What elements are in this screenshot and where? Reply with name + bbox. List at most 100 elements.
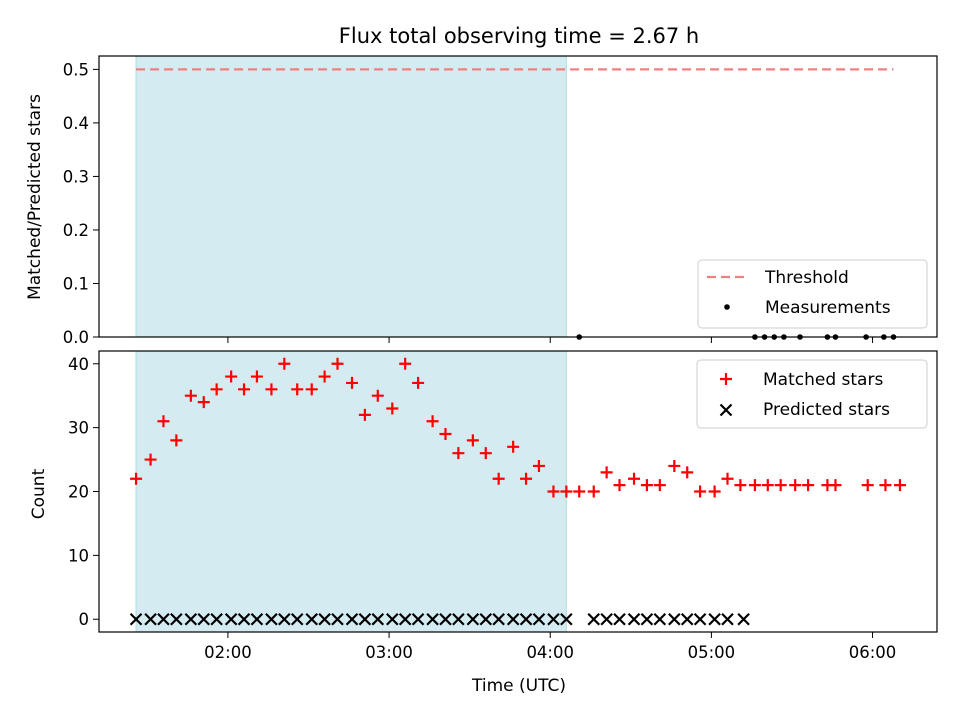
legend-matched-swatch	[720, 373, 732, 385]
matched-star-marker	[761, 479, 774, 492]
predicted-star-marker	[318, 612, 331, 626]
y-tick-label: 0.5	[63, 60, 89, 79]
predicted-star-marker	[331, 612, 344, 626]
x-axis-label: Time (UTC)	[471, 676, 566, 696]
matched-star-marker	[238, 383, 251, 396]
predicted-star-marker	[439, 612, 452, 626]
predicted-star-marker	[184, 612, 198, 626]
matched-star-marker	[371, 389, 384, 402]
predicted-star-marker	[587, 612, 601, 626]
matched-star-marker	[197, 396, 210, 409]
legend-threshold-label: Threshold	[764, 268, 849, 288]
matched-star-marker	[225, 370, 238, 383]
y-tick-label: 40	[68, 355, 89, 374]
predicted-star-marker	[157, 612, 170, 626]
x-tick-label: 05:00	[688, 643, 736, 662]
matched-star-marker	[250, 370, 263, 383]
x-tick-label: 04:00	[526, 643, 574, 662]
matched-star-marker	[734, 479, 747, 492]
matched-star-marker	[861, 479, 874, 492]
matched-star-marker	[829, 479, 842, 492]
y-tick-label: 0.3	[63, 167, 89, 186]
matched-star-marker	[547, 485, 560, 498]
y-tick-label: 10	[68, 546, 89, 565]
predicted-star-marker	[668, 612, 681, 626]
predicted-star-marker	[479, 612, 493, 626]
legend-predicted-swatch	[719, 403, 733, 417]
predicted-star-marker	[210, 612, 223, 626]
predicted-star-marker	[613, 612, 626, 626]
predicted-star-marker	[737, 612, 750, 626]
predicted-star-marker	[693, 612, 707, 626]
predicted-star-marker	[144, 612, 157, 626]
top-y-axis-label: Matched/Predicted stars	[25, 94, 45, 300]
matched-star-marker	[789, 479, 802, 492]
legend-box	[696, 359, 928, 429]
matched-star-marker	[694, 485, 707, 498]
matched-star-marker	[291, 383, 304, 396]
y-tick-label: 0.2	[63, 221, 89, 240]
legend-measurements-label: Measurements	[765, 298, 891, 318]
predicted-star-marker	[345, 612, 359, 626]
matched-star-marker	[157, 415, 170, 428]
predicted-star-marker	[265, 612, 278, 626]
matched-star-marker	[774, 479, 787, 492]
legend-predicted-label: Predicted stars	[763, 400, 890, 420]
predicted-star-marker	[386, 612, 399, 626]
predicted-star-marker	[237, 612, 251, 626]
predicted-star-marker	[411, 612, 425, 626]
predicted-star-marker	[278, 612, 291, 626]
matched-star-marker	[613, 479, 626, 492]
matched-star-marker	[721, 472, 734, 485]
matched-star-marker	[573, 485, 586, 498]
predicted-star-marker	[627, 612, 641, 626]
y-tick-label: 30	[68, 419, 89, 438]
predicted-star-marker	[398, 612, 412, 626]
matched-star-marker	[532, 459, 545, 472]
chart-title: Flux total observing time = 2.67 h	[339, 24, 699, 48]
matched-star-marker	[144, 453, 157, 466]
matched-star-marker	[130, 472, 143, 485]
predicted-star-marker	[170, 612, 183, 626]
x-tick-label: 03:00	[365, 643, 413, 662]
legend-box	[697, 259, 928, 329]
predicted-star-marker	[519, 612, 533, 626]
predicted-star-marker	[492, 612, 505, 626]
matched-star-marker	[492, 472, 505, 485]
matched-star-marker	[681, 466, 694, 479]
matched-star-marker	[587, 485, 600, 498]
matched-star-marker	[600, 466, 613, 479]
predicted-star-marker	[197, 612, 211, 626]
bottom-panel: 0 10 20 30 40 02:00 03:00 04:00 05:00 06:00 Matche…	[68, 350, 938, 662]
matched-star-marker	[708, 485, 721, 498]
legend-measurements-swatch	[724, 304, 730, 310]
matched-star-marker	[628, 472, 641, 485]
matched-star-marker	[386, 402, 399, 415]
matched-star-marker	[318, 370, 331, 383]
shaded-span	[135, 350, 567, 633]
shaded-span	[135, 55, 567, 338]
y-tick-label: 20	[68, 483, 89, 502]
y-tick-label: 0	[79, 610, 90, 629]
predicted-star-marker	[305, 612, 319, 626]
predicted-star-marker	[547, 612, 560, 626]
plot-frame	[98, 350, 938, 633]
matched-star-marker	[346, 376, 359, 389]
matched-star-marker	[358, 408, 371, 421]
predicted-star-marker	[129, 612, 143, 626]
legend-matched-label: Matched stars	[763, 370, 883, 390]
predicted-star-marker	[600, 612, 613, 626]
predicted-star-marker	[640, 612, 654, 626]
predicted-star-marker	[653, 612, 667, 626]
y-tick-label: 0.0	[63, 328, 89, 347]
matched-star-marker	[560, 485, 573, 498]
y-tick-label: 0.4	[63, 114, 89, 133]
matched-star-marker	[640, 479, 653, 492]
x-tick-label: 02:00	[204, 643, 252, 662]
matched-star-marker	[439, 428, 452, 441]
matched-star-marker	[748, 479, 761, 492]
matched-star-marker	[426, 415, 439, 428]
predicted-star-marker	[506, 612, 520, 626]
top-panel: 0.0 0.1 0.2 0.3 0.4 0.5 Threshold Measurements	[63, 55, 938, 347]
